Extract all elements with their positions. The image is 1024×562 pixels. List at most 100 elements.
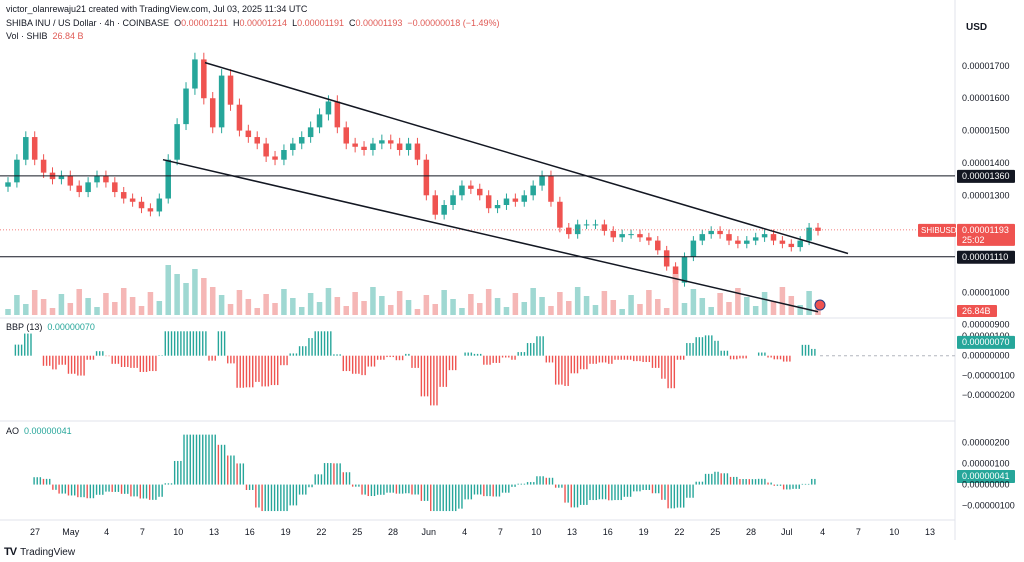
candle-body (761, 234, 768, 238)
symbol-title[interactable]: SHIBA INU / US Dollar · 4h · COINBASE (6, 18, 170, 28)
y-tick-label: 0.00001000 (962, 287, 1010, 297)
x-tick-label: 19 (639, 527, 649, 537)
x-tick-label: 16 (245, 527, 255, 537)
volume-bar (218, 295, 225, 315)
candle-body (5, 182, 11, 187)
y-tick-label: 0.00000900 (962, 320, 1010, 330)
chart-credit: victor_olanrewaju21 created with Trading… (6, 4, 308, 14)
candle-body (112, 182, 118, 193)
x-tick-label: 10 (173, 527, 183, 537)
volume-bar (414, 309, 421, 315)
candle-body (129, 198, 136, 202)
volume-bar (450, 299, 456, 315)
low-value: 0.00001191 (297, 18, 344, 28)
volume-legend: Vol · SHIB 26.84 B (6, 31, 84, 41)
candle-body (485, 195, 492, 209)
candle-body (218, 75, 225, 128)
candle-body (281, 150, 287, 160)
candle-body (67, 175, 74, 186)
y-tick-label: 0.00001600 (962, 93, 1010, 103)
x-tick-label: 7 (856, 527, 861, 537)
candle-body (423, 159, 430, 196)
y-tick-label: 0.00001700 (962, 61, 1010, 71)
y-tick-label: −0.00000100 (962, 501, 1015, 511)
volume-bar (708, 307, 714, 315)
volume-bar (797, 305, 803, 315)
candle-body (165, 159, 171, 199)
volume-bar (201, 278, 207, 315)
volume-bar (103, 293, 109, 315)
volume-bar (23, 304, 29, 315)
currency-label[interactable]: USD (966, 22, 988, 33)
candle-body (628, 234, 634, 236)
volume-bar (5, 309, 11, 315)
candle-body (770, 234, 777, 241)
volume-bar (236, 290, 243, 315)
candle-body (23, 137, 29, 160)
candle-body (797, 240, 803, 248)
bbp-value-tag-bg (957, 335, 1015, 349)
volume-bar (726, 302, 732, 315)
volume-bar (735, 288, 741, 315)
volume-bar (539, 297, 545, 315)
candle-body (717, 230, 723, 235)
volume-bar (619, 309, 625, 315)
candle-body (361, 146, 367, 150)
volume-bar (681, 303, 688, 315)
y-tick-label: 0.00000200 (962, 438, 1010, 448)
volume-bar (227, 304, 234, 315)
ao-label[interactable]: AO (6, 426, 20, 436)
volume-bar (40, 299, 47, 315)
candle-body (619, 234, 625, 238)
bbp-label[interactable]: BBP (13) (6, 322, 43, 332)
volume-bar (432, 304, 439, 315)
candle-body (58, 175, 65, 180)
volume-bar (263, 294, 269, 315)
volume-bar (476, 303, 483, 315)
x-tick-label: 7 (498, 527, 503, 537)
volume-bar (290, 298, 296, 315)
candle-body (681, 256, 688, 283)
volume-bar (770, 301, 777, 315)
volume-bar (120, 288, 127, 315)
volume-bar (761, 292, 768, 315)
volume-bar (485, 289, 492, 315)
volume-bar (557, 292, 563, 315)
candle-body (325, 101, 332, 115)
y-tick-label: −0.00000200 (962, 390, 1015, 400)
ao-value-tag-bg (957, 469, 1015, 483)
candle-body (227, 75, 234, 105)
volume-bar (423, 295, 430, 315)
x-tick-label: 28 (388, 527, 398, 537)
volume-bar (245, 299, 252, 315)
volume-bar (138, 306, 145, 315)
x-tick-label: 13 (209, 527, 219, 537)
candle-body (432, 195, 439, 215)
volume-bar (396, 291, 403, 315)
candle-body (574, 224, 581, 235)
volume-bar (165, 265, 171, 315)
candle-body (352, 143, 358, 147)
level-1110-tag-bg (957, 250, 1015, 264)
volume-bar (183, 283, 189, 315)
volume-bar (387, 305, 394, 315)
candle-body (40, 159, 47, 173)
y-tick-label: 0.00001400 (962, 158, 1010, 168)
x-tick-label: 4 (104, 527, 109, 537)
volume-bar (610, 300, 617, 315)
volume-bar (583, 296, 590, 315)
volume-bar (316, 302, 323, 315)
volume-bar (156, 301, 163, 315)
candle-body (539, 175, 545, 186)
x-tick-label: 7 (140, 527, 145, 537)
candle-body (744, 240, 750, 244)
x-tick-label: 28 (746, 527, 756, 537)
volume-bar (361, 301, 367, 315)
volume-label[interactable]: Vol · SHIB (6, 31, 48, 41)
tradingview-brand[interactable]: TV TradingView (4, 546, 75, 558)
candle-body (209, 98, 216, 128)
candle-body (815, 227, 821, 231)
open-value: 0.00001211 (181, 18, 228, 28)
volume-bar (503, 307, 510, 315)
